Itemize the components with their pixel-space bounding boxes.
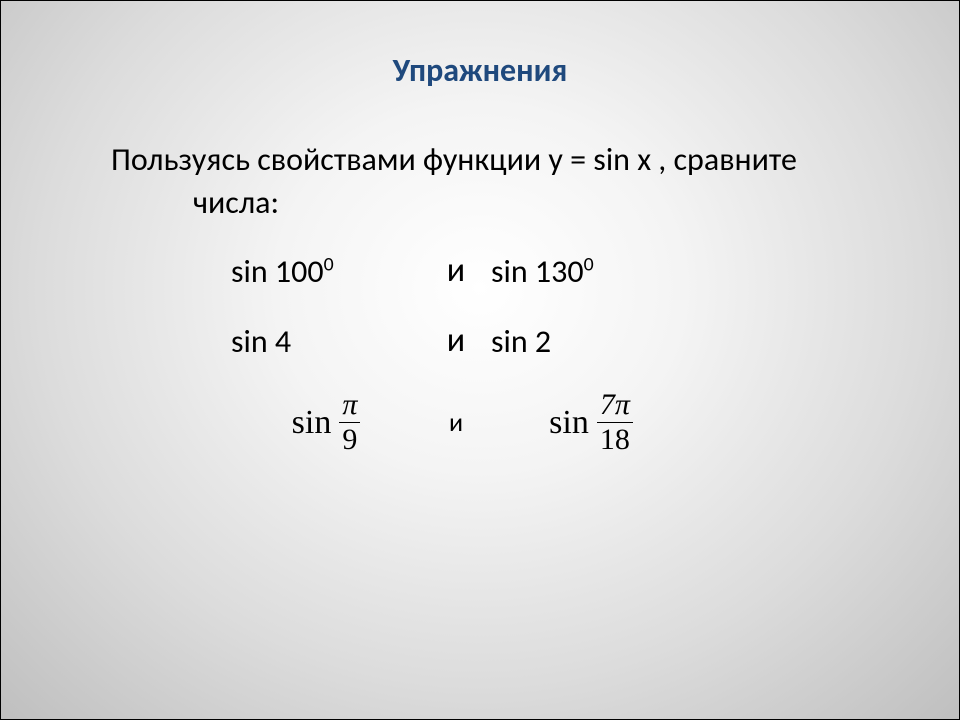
row3-left-fn: sin (292, 400, 332, 446)
row3-left: sin π 9 (231, 390, 421, 455)
prompt-line-1: Пользуясь свойствами функции y = sin x ,… (111, 140, 797, 179)
row1-left-sup: 0 (324, 252, 334, 276)
row1-mid: и (421, 248, 491, 294)
slide: Упражнения Пользуясь свойствами функции … (0, 0, 960, 720)
row3-mid: и (421, 405, 491, 440)
row3-left-den: 9 (339, 422, 360, 455)
row1-left-text: sin 100 (231, 252, 324, 291)
row1-right-text: sin 130 (491, 252, 584, 291)
row1-right: sin 1300 (491, 250, 691, 293)
comparison-row-1: sin 1000 и sin 1300 (111, 248, 849, 294)
row3-left-frac: π 9 (339, 390, 360, 455)
row3-right-num: 7π (597, 390, 633, 422)
row3-right-frac: 7π 18 (597, 390, 633, 455)
slide-title: Упражнения (1, 1, 959, 90)
row3-left-num: π (339, 390, 360, 422)
row3-right-fn: sin (549, 400, 589, 446)
row3-right-den: 18 (597, 422, 633, 455)
row3-right: sin 7π 18 (491, 390, 691, 455)
slide-body: Пользуясь свойствами функции y = sin x ,… (1, 90, 959, 455)
row2-left: sin 4 (231, 320, 421, 363)
comparison-row-2: sin 4 и sin 2 (111, 318, 849, 364)
row2-mid: и (421, 318, 491, 364)
row3-left-expr: sin π 9 (292, 390, 361, 455)
row2-right: sin 2 (491, 320, 691, 363)
comparison-row-3: sin π 9 и sin 7π 18 (111, 390, 849, 455)
prompt-text: Пользуясь свойствами функции y = sin x ,… (111, 138, 849, 224)
row3-right-expr: sin 7π 18 (549, 390, 633, 455)
row1-left: sin 1000 (231, 250, 421, 293)
row1-right-sup: 0 (584, 252, 594, 276)
prompt-line-2: числа: (111, 181, 849, 224)
